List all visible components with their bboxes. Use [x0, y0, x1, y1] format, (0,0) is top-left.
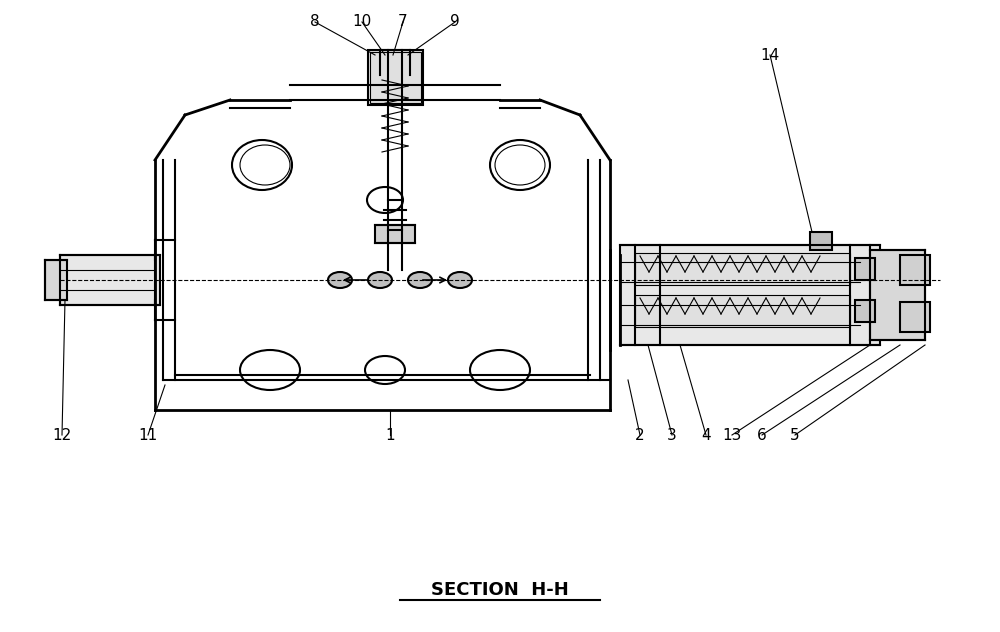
Text: 10: 10: [352, 15, 372, 30]
Text: 8: 8: [310, 15, 320, 30]
Text: 3: 3: [667, 427, 677, 442]
Text: 1: 1: [385, 427, 395, 442]
Text: 4: 4: [701, 427, 711, 442]
Text: 12: 12: [52, 427, 72, 442]
Bar: [375, 225, 415, 243]
Text: 9: 9: [450, 15, 460, 30]
Ellipse shape: [448, 272, 472, 288]
Bar: [635, 253, 850, 285]
Text: 7: 7: [398, 15, 408, 30]
Bar: [620, 245, 880, 345]
Ellipse shape: [408, 272, 432, 288]
Bar: [635, 295, 850, 327]
Bar: [45, 260, 67, 300]
Text: 11: 11: [138, 427, 158, 442]
Ellipse shape: [328, 272, 352, 288]
Bar: [368, 50, 423, 105]
Text: 5: 5: [790, 427, 800, 442]
Text: 6: 6: [757, 427, 767, 442]
Bar: [870, 250, 925, 340]
Bar: [855, 258, 875, 280]
Bar: [900, 302, 930, 332]
Bar: [810, 232, 832, 250]
Bar: [855, 300, 875, 322]
Text: SECTION  H-H: SECTION H-H: [431, 581, 569, 599]
Bar: [60, 255, 160, 305]
Text: 2: 2: [635, 427, 645, 442]
Bar: [900, 255, 930, 285]
Text: 14: 14: [760, 47, 780, 63]
Text: 13: 13: [722, 427, 742, 442]
Bar: [370, 52, 421, 103]
Ellipse shape: [368, 272, 392, 288]
